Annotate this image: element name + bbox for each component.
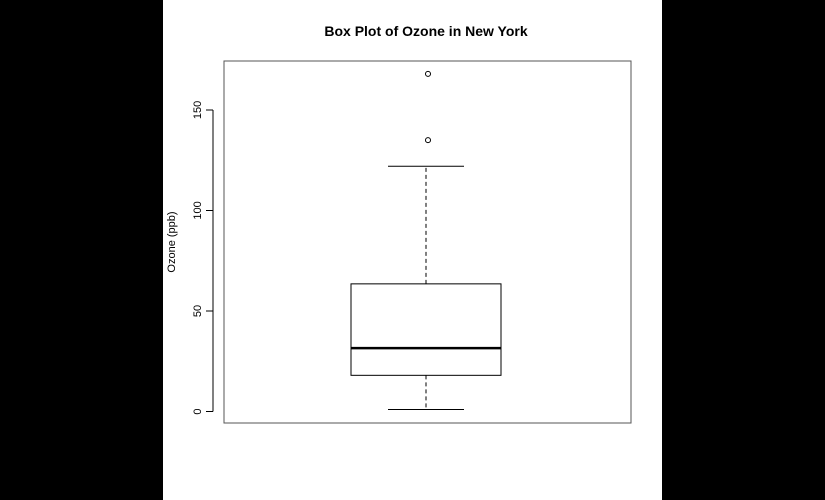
y-tick-label: 150 [192, 101, 204, 119]
outlier-point [425, 70, 431, 77]
box-iqr [350, 283, 502, 376]
outlier-point [425, 137, 431, 144]
plot-frame [223, 60, 632, 424]
y-axis-label: Ozone (ppb) [166, 211, 178, 272]
box-plot-chart: Box Plot of Ozone in New York Ozone (ppb… [166, 23, 632, 424]
y-tick-label: 0 [192, 408, 204, 414]
chart-title: Box Plot of Ozone in New York [324, 23, 527, 39]
y-tick-label: 50 [192, 305, 204, 317]
plot-panel: Box Plot of Ozone in New York Ozone (ppb… [163, 0, 662, 500]
y-tick-label: 100 [192, 201, 204, 219]
y-axis: 0 50 100 150 [192, 101, 214, 415]
box-plot [350, 70, 502, 410]
